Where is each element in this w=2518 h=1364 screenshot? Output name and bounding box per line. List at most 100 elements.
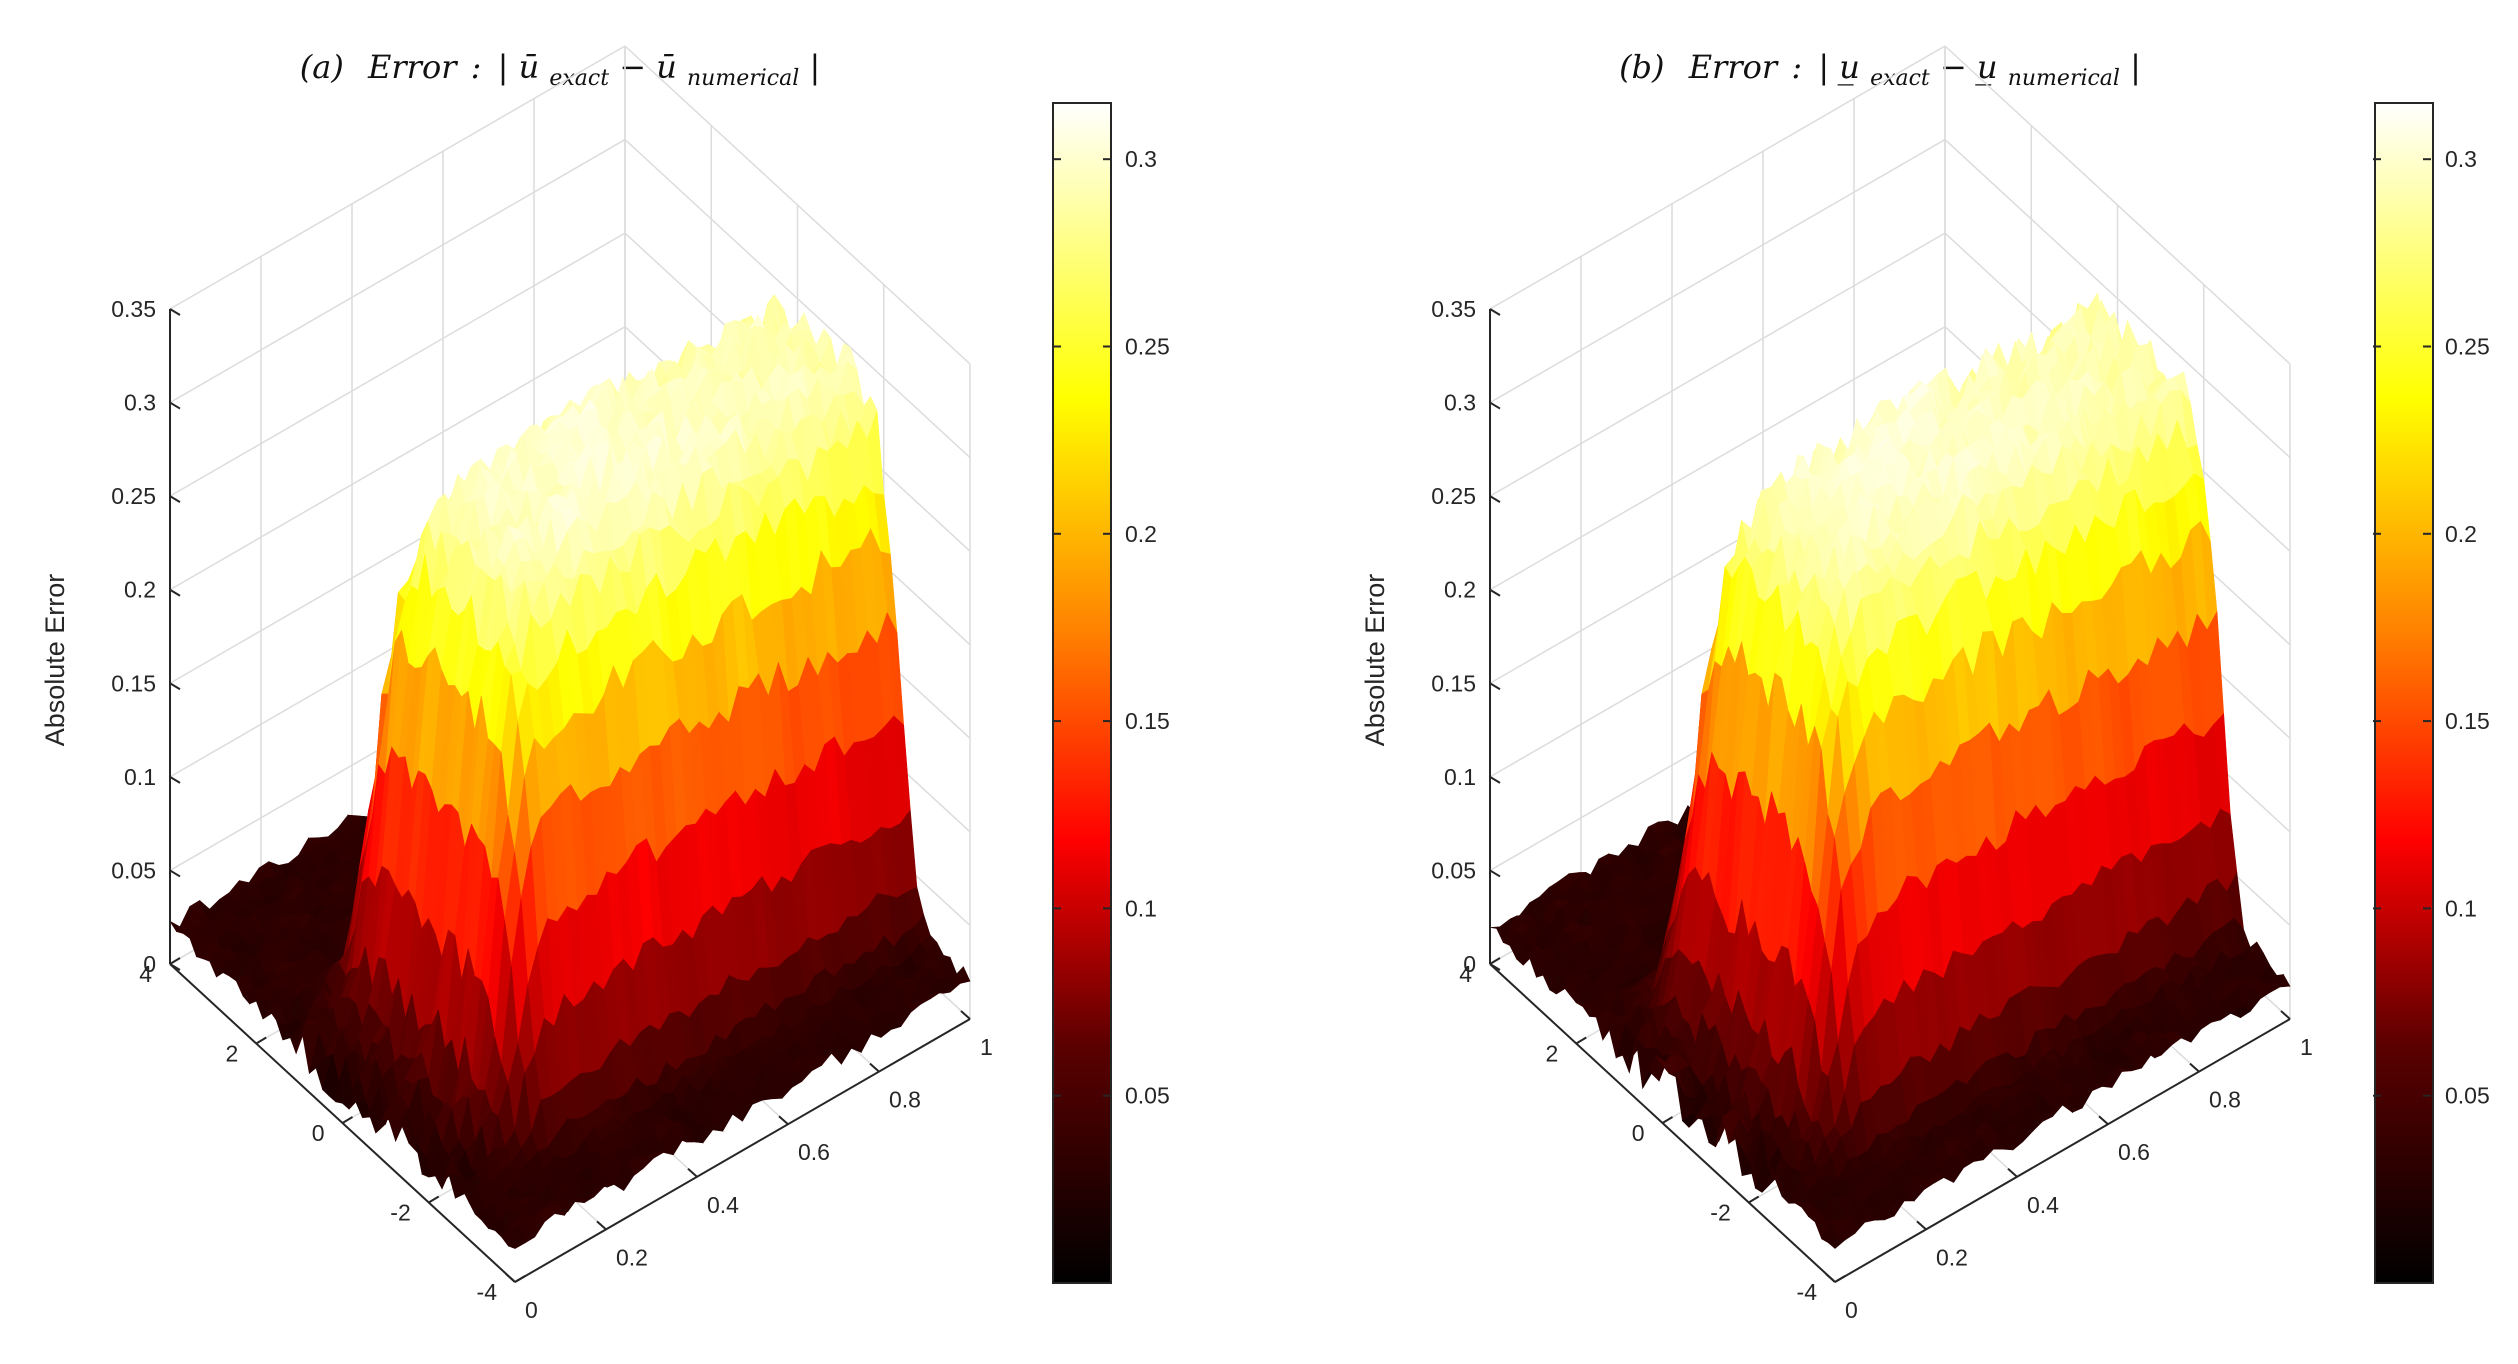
- colorbar-tick-label: 0.2: [1125, 521, 1157, 547]
- y-tick-label: 0: [1632, 1120, 1645, 1146]
- y-tick-label: -2: [390, 1200, 410, 1226]
- error-surface: [169, 294, 971, 1249]
- x-tick: [687, 1168, 698, 1178]
- z-axis-label: Absolute Error: [40, 574, 70, 747]
- colorbar-gradient: [1052, 102, 1112, 1284]
- y-tick: [341, 1116, 354, 1124]
- z-tick: [1489, 401, 1501, 410]
- y-tick-label: 4: [139, 961, 152, 987]
- title-open: |: [1818, 48, 1829, 86]
- y-tick: [1748, 1195, 1760, 1204]
- x-tick-label: 0: [525, 1297, 538, 1323]
- panel-title: (a) Error : | ū exact − ū numerical |: [300, 48, 820, 93]
- title-var1: ū: [519, 48, 540, 86]
- grid-line: [169, 45, 626, 310]
- x-tick: [960, 1010, 971, 1020]
- y-tick: [255, 1036, 267, 1045]
- y-tick: [428, 1195, 440, 1204]
- title-var2: u̲: [1975, 48, 1997, 86]
- title-open: |: [498, 48, 509, 86]
- title-word: Error: [1688, 48, 1779, 86]
- x-tick-label: 0.2: [616, 1244, 648, 1270]
- z-tick-label: 0.35: [1431, 296, 1476, 322]
- z-tick-label: 0.15: [111, 670, 156, 696]
- error-surface: [1489, 292, 2291, 1249]
- y-tick-label: 2: [1545, 1041, 1558, 1067]
- title-close: |: [2130, 48, 2141, 86]
- y-tick: [1575, 1036, 1587, 1045]
- y-tick: [1489, 957, 1501, 965]
- z-axis-label: Absolute Error: [1360, 574, 1390, 747]
- x-tick-label: 0.8: [2209, 1087, 2241, 1113]
- y-tick: [514, 1275, 526, 1283]
- grid-line: [1489, 138, 1946, 404]
- x-tick-label: 0.4: [707, 1192, 739, 1218]
- grid-line: [169, 232, 626, 497]
- x-tick-label: 0.8: [889, 1087, 921, 1113]
- x-tick-label: 0.2: [1936, 1244, 1968, 1270]
- y-tick-label: 2: [225, 1041, 238, 1067]
- z-tick: [1489, 775, 1501, 784]
- z-tick: [1489, 308, 1501, 316]
- grid-line: [169, 138, 626, 404]
- title-close: |: [809, 48, 820, 86]
- z-tick: [169, 682, 181, 691]
- z-tick-label: 0.05: [1431, 857, 1476, 883]
- z-tick: [169, 869, 181, 878]
- title-tag: (b): [1619, 48, 1664, 86]
- x-tick: [2189, 1062, 2200, 1073]
- x-tick-label: 1: [2300, 1034, 2313, 1060]
- x-tick-label: 0.6: [798, 1139, 830, 1165]
- y-tick-label: 4: [1459, 961, 1472, 987]
- z-tick: [169, 495, 181, 504]
- colorbar: 0.050.10.150.20.250.3: [2373, 102, 2490, 1284]
- z-tick-label: 0.3: [124, 390, 156, 416]
- z-tick-label: 0.2: [124, 577, 156, 603]
- title-word: Error: [367, 48, 458, 86]
- title-sub1: exact: [1870, 66, 1930, 91]
- z-tick-label: 0.25: [1431, 483, 1476, 509]
- colorbar-tick-label: 0.05: [1125, 1083, 1170, 1109]
- x-tick-label: 0.6: [2118, 1139, 2150, 1165]
- title-tag: (a): [300, 48, 344, 86]
- x-tick: [596, 1220, 607, 1231]
- z-tick-label: 0.3: [1444, 390, 1476, 416]
- z-tick-label: 0.2: [1444, 577, 1476, 603]
- z-tick: [1489, 495, 1501, 504]
- x-tick-label: 1: [980, 1034, 993, 1060]
- x-tick-label: 0.4: [2027, 1192, 2059, 1218]
- colorbar: 0.05 0.1 0.15 0.2 0.25 0.3: [1052, 102, 1170, 1284]
- x-tick-label: 0: [1845, 1297, 1858, 1323]
- z-tick-label: 0.15: [1431, 670, 1476, 696]
- z-tick: [169, 775, 181, 784]
- z-tick: [1489, 869, 1501, 878]
- panel-b: (b) Error : | u̲ exact − u̲ numerical | …: [1360, 45, 2490, 1323]
- z-tick-label: 0.25: [111, 483, 156, 509]
- z-tick: [169, 308, 181, 316]
- colorbar-tick-label: 0.3: [1125, 146, 1157, 172]
- y-tick-label: -2: [1710, 1200, 1730, 1226]
- z-tick-label: 0.05: [111, 857, 156, 883]
- x-tick: [1825, 1273, 1836, 1283]
- z-tick: [169, 588, 181, 597]
- colorbar-tick-label: 0.25: [1125, 333, 1170, 359]
- x-tick: [505, 1273, 516, 1283]
- x-tick: [2098, 1115, 2109, 1125]
- x-tick: [1916, 1220, 1927, 1231]
- title-var1: u̲: [1838, 48, 1860, 86]
- surface-patch: [793, 312, 812, 333]
- panel-title: (b) Error : | u̲ exact − u̲ numerical |: [1619, 48, 2141, 93]
- x-tick: [2007, 1168, 2018, 1178]
- z-tick: [1489, 588, 1501, 597]
- y-tick: [169, 957, 181, 965]
- x-tick: [2280, 1010, 2291, 1020]
- y-tick-label: 0: [312, 1120, 325, 1146]
- grid-line: [169, 326, 626, 591]
- colorbar-tick-label: 0.1: [1125, 895, 1157, 921]
- colorbar-tick-label: 0.15: [1125, 708, 1170, 734]
- y-tick: [1661, 1116, 1674, 1124]
- z-tick-label: 0.1: [124, 764, 156, 790]
- title-sub2: numerical: [2008, 66, 2120, 91]
- y-tick-label: -4: [1797, 1279, 1818, 1305]
